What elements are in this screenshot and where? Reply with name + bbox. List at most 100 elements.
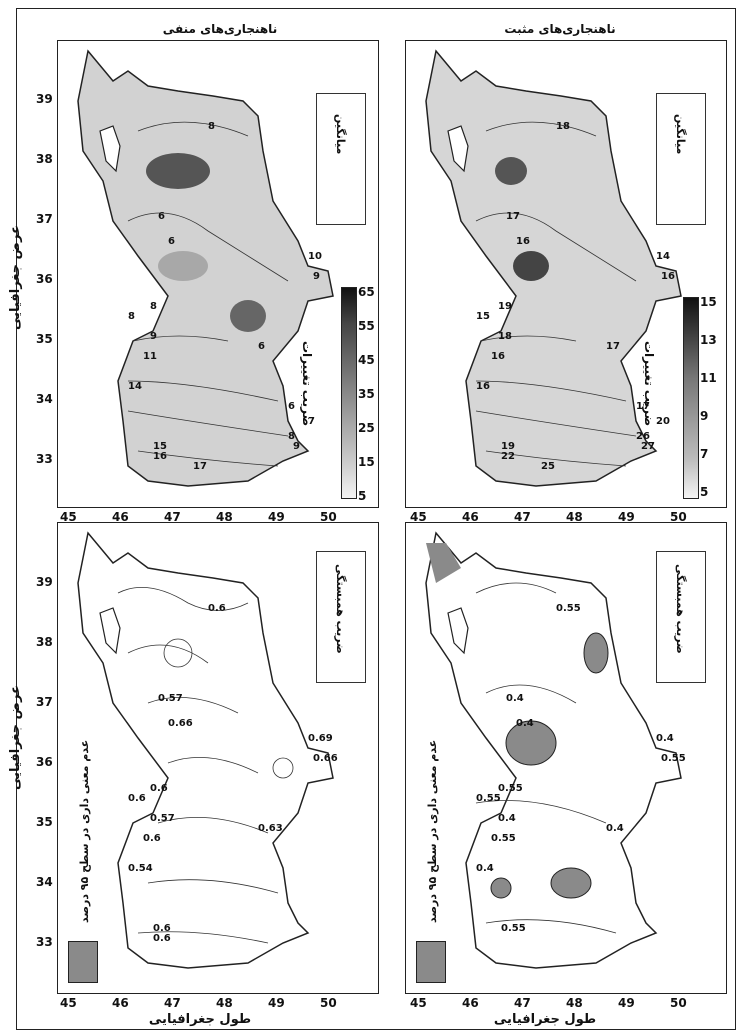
significance-swatch xyxy=(416,941,446,983)
contour-value-label: 22 xyxy=(501,451,515,462)
contour-value-label: 16 xyxy=(476,381,490,392)
legend-label-correlation: ضریب همبستگی xyxy=(334,564,347,654)
y-tick-label: 33 xyxy=(36,935,53,949)
contour-value-label: 0.55 xyxy=(661,753,686,764)
contour-value-label: 15 xyxy=(153,441,167,452)
contour-value-label: 17 xyxy=(606,341,620,352)
dark-anomaly-north xyxy=(495,157,527,185)
y-tick-label: 38 xyxy=(36,152,53,166)
contour-value-label: 10 xyxy=(308,251,322,262)
x-tick-label: 46 xyxy=(112,996,129,1010)
significance-swatch xyxy=(68,941,98,983)
significant-area-south xyxy=(550,867,592,899)
panel-title-negative: ناهنجاری‌های منفی xyxy=(162,22,278,36)
colorbar-tick-label: 15 xyxy=(700,295,717,309)
dark-anomaly-center xyxy=(513,251,549,281)
contour-value-label: 6 xyxy=(258,341,265,352)
lake-urmia xyxy=(99,607,121,655)
contour-value-label: 18 xyxy=(556,121,570,132)
y-tick-label: 35 xyxy=(36,815,53,829)
contour-value-label: 15 xyxy=(476,311,490,322)
contour-value-label: 16 xyxy=(491,351,505,362)
contour-value-label: 14 xyxy=(128,381,142,392)
contour-value-label: 16 xyxy=(153,451,167,462)
contour-value-label: 14 xyxy=(656,251,670,262)
contour-value-label: 25 xyxy=(541,461,555,472)
map-panel-positive-corr: 0.55 0.4 0.4 0.55 0.4 0.55 0.4 0.55 0.4 0.55 0.4 0.… xyxy=(405,522,727,994)
x-tick-label: 48 xyxy=(566,996,583,1010)
colorbar-tick-label: 15 xyxy=(358,455,375,469)
lake-urmia xyxy=(447,125,469,173)
contour-value-label: 0.4 xyxy=(476,863,494,874)
map-panel-positive-cv: 18 17 16 15 14 16 17 19 18 16 16 19 22 25 26 27 17 20 میا… xyxy=(405,40,727,508)
contour-value-label: 0.6 xyxy=(143,833,161,844)
y-tick-label: 37 xyxy=(36,695,53,709)
contour-value-label: 17 xyxy=(193,461,207,472)
significant-area-center xyxy=(505,720,557,766)
contour-value-label: 0.55 xyxy=(556,603,581,614)
contour-value-label: 16 xyxy=(661,271,675,282)
x-tick-label: 47 xyxy=(164,510,181,524)
contour-value-label: 19 xyxy=(498,301,512,312)
contour-value-label: 9 xyxy=(150,331,157,342)
contour-value-label: 0.63 xyxy=(258,823,283,834)
x-tick-label: 48 xyxy=(566,510,583,524)
legend-label-mean: میانگین xyxy=(334,114,347,155)
x-tick-label: 48 xyxy=(216,996,233,1010)
map-negative-cv xyxy=(77,49,334,487)
contour-value-label: 6 xyxy=(288,401,295,412)
map-panel-negative-corr: 0.6 0.57 0.66 0.6 0.69 0.66 0.63 0.6 0.57 0.6 0.54… xyxy=(57,522,379,994)
contour-value-label: 17 xyxy=(636,401,650,412)
contour-value-label: 0.55 xyxy=(501,923,526,934)
contour-cluster-north xyxy=(163,638,193,668)
contour-value-label: 8 xyxy=(150,301,157,312)
contour-value-label: 18 xyxy=(498,331,512,342)
colorbar-title-negative: ضریب تغییرات xyxy=(300,341,314,427)
contour-value-label: 0.57 xyxy=(150,813,175,824)
y-tick-label: 39 xyxy=(36,575,53,589)
contour-value-label: 0.4 xyxy=(656,733,674,744)
contour-value-label: 0.6 xyxy=(208,603,226,614)
legend-box-correlation-negative: ضریب همبستگی xyxy=(316,551,366,683)
region-shape xyxy=(425,49,682,487)
x-tick-label: 50 xyxy=(320,510,337,524)
contour-value-label: 0.55 xyxy=(498,783,523,794)
x-tick-label: 50 xyxy=(670,996,687,1010)
colorbar-tick-label: 55 xyxy=(358,319,375,333)
y-tick-label: 35 xyxy=(36,332,53,346)
contour-value-label: 0.55 xyxy=(476,793,501,804)
contour-value-label: 0.4 xyxy=(506,693,524,704)
legend-label-mean: میانگین xyxy=(674,114,687,155)
panel-title-positive: ناهنجاری‌های مثبت xyxy=(504,22,616,36)
x-tick-label: 49 xyxy=(268,510,285,524)
x-tick-label: 46 xyxy=(462,510,479,524)
contour-value-label: 16 xyxy=(516,236,530,247)
contour-lines xyxy=(475,582,617,934)
contour-value-label: 20 xyxy=(656,416,670,427)
y-axis-label-bottom: عرض جغرافیایی xyxy=(8,685,23,790)
lake-urmia xyxy=(447,607,469,655)
contour-value-label: 8 xyxy=(128,311,135,322)
y-tick-label: 39 xyxy=(36,92,53,106)
x-axis-label-left: طول جغرافیایی xyxy=(148,1012,252,1027)
map-positive-corr xyxy=(425,531,682,969)
significance-note: عدم معنی داری در سطح ۹۵ درصد xyxy=(78,739,91,923)
colorbar-tick-label: 65 xyxy=(358,285,375,299)
contour-value-label: 19 xyxy=(501,441,515,452)
map-panel-negative-cv: 8 6 6 8 10 9 6 8 9 11 14 15 16 17 8 9 6 7 میانگین 65 55 45 3… xyxy=(57,40,379,508)
x-tick-label: 45 xyxy=(410,996,427,1010)
legend-box-mean-positive: میانگین xyxy=(656,93,706,225)
contour-lines xyxy=(127,121,289,467)
contour-value-label: 0.66 xyxy=(168,718,193,729)
colorbar-title-positive: ضریب تغییرات xyxy=(642,341,656,427)
contour-cluster-east xyxy=(272,757,294,779)
contour-value-label: 8 xyxy=(288,431,295,442)
x-tick-label: 47 xyxy=(514,510,531,524)
y-tick-label: 37 xyxy=(36,212,53,226)
contour-value-label: 9 xyxy=(293,441,300,452)
contour-lines xyxy=(475,121,637,467)
dark-anomaly-north xyxy=(146,153,210,189)
contour-value-label: 0.4 xyxy=(516,718,534,729)
x-axis-label-right: طول جغرافیایی xyxy=(493,1012,597,1027)
legend-box-mean-negative: میانگین xyxy=(316,93,366,225)
